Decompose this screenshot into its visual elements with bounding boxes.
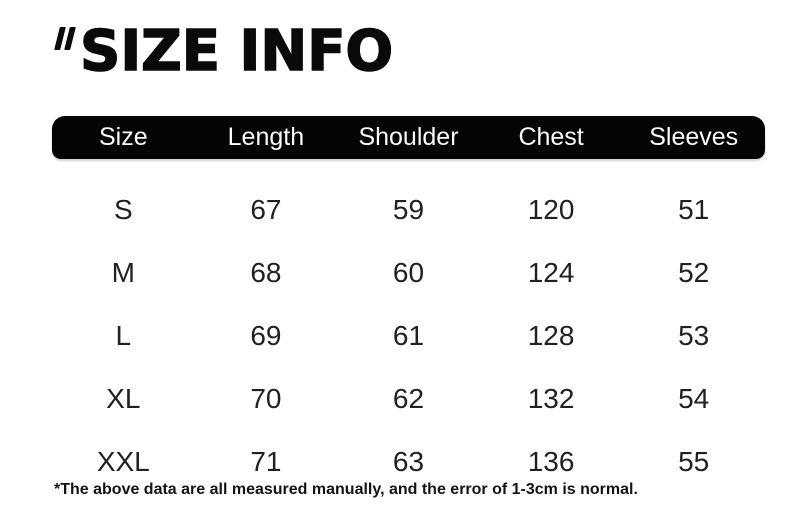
size-cell: XL <box>106 382 141 414</box>
table-row-xxl: XXL 71 63 136 55 <box>52 430 765 493</box>
table-row-s: S 67 59 120 51 <box>52 178 765 241</box>
length-cell: 70 <box>250 382 282 414</box>
column-header-size: Size <box>98 123 148 151</box>
column-header-shoulder: Shoulder <box>358 123 459 151</box>
table-row-l: L 69 61 128 53 <box>52 304 765 367</box>
column-header-sleeves: Sleeves <box>649 123 739 151</box>
shoulder-cell: 63 <box>392 445 425 477</box>
length-cell: 71 <box>250 445 282 477</box>
size-cell: XXL <box>96 445 150 477</box>
column-header-chest: Chest <box>518 123 584 151</box>
table-row-m: M 68 60 124 52 <box>52 241 765 304</box>
table-header-row: Size Length Shoulder Chest Sleeves <box>52 116 765 159</box>
sleeves-cell: 53 <box>678 319 710 351</box>
size-cell: L <box>115 319 132 351</box>
size-cell: S <box>113 193 133 225</box>
length-cell: 67 <box>250 193 282 225</box>
column-header-length: Length <box>227 123 305 151</box>
sleeves-cell: 55 <box>678 445 710 477</box>
chest-cell: 124 <box>527 256 575 288</box>
measurement-note: *The above data are all measured manuall… <box>54 481 638 498</box>
size-table: Size Length Shoulder Chest Sleeves S 67 … <box>52 116 765 493</box>
chest-cell: 132 <box>527 382 575 414</box>
table-body: S 67 59 120 51 M 68 60 124 52 L 69 61 12… <box>52 178 765 493</box>
page-title: SIZE INFO <box>79 19 394 84</box>
table-row-xl: XL 70 62 132 54 <box>52 367 765 430</box>
chest-cell: 128 <box>527 319 575 351</box>
shoulder-cell: 59 <box>392 193 425 225</box>
size-cell: M <box>111 256 135 288</box>
chest-cell: 136 <box>527 445 575 477</box>
shoulder-cell: 61 <box>392 319 425 351</box>
length-cell: 69 <box>250 319 282 351</box>
length-cell: 68 <box>250 256 282 288</box>
sleeves-cell: 52 <box>678 256 710 288</box>
chest-cell: 120 <box>527 193 575 225</box>
sleeves-cell: 54 <box>678 382 710 414</box>
double-quote-icon <box>54 27 76 50</box>
shoulder-cell: 60 <box>392 256 425 288</box>
shoulder-cell: 62 <box>392 382 425 414</box>
sleeves-cell: 51 <box>678 193 710 225</box>
